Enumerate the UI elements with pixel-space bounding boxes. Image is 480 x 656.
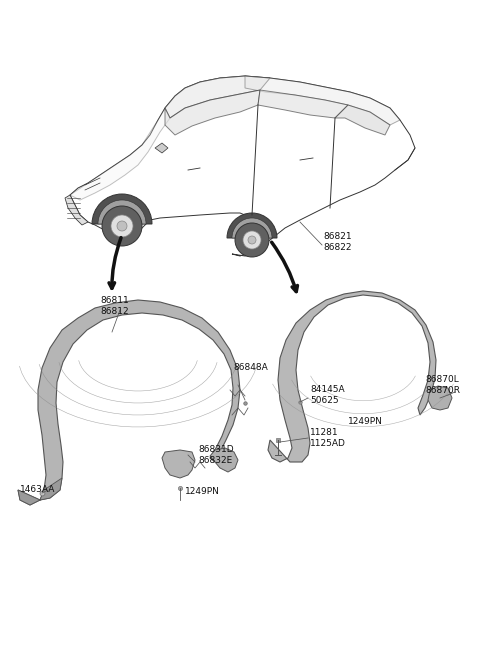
Polygon shape xyxy=(162,450,195,478)
Circle shape xyxy=(248,236,256,244)
Text: 11281
1125AD: 11281 1125AD xyxy=(310,428,346,447)
Polygon shape xyxy=(428,386,452,410)
Text: 1249PN: 1249PN xyxy=(348,417,383,426)
Polygon shape xyxy=(65,195,88,225)
Wedge shape xyxy=(227,213,277,238)
Polygon shape xyxy=(70,76,270,200)
Polygon shape xyxy=(268,291,436,462)
Wedge shape xyxy=(92,194,152,224)
Text: 84145A
50625: 84145A 50625 xyxy=(310,385,345,405)
Circle shape xyxy=(111,215,133,237)
Text: 86848A: 86848A xyxy=(233,363,268,373)
Polygon shape xyxy=(210,448,238,472)
Wedge shape xyxy=(98,200,146,224)
Circle shape xyxy=(235,223,269,257)
Text: 86870L
86870R: 86870L 86870R xyxy=(425,375,460,395)
Polygon shape xyxy=(335,105,390,135)
Text: 86811
86812: 86811 86812 xyxy=(100,297,129,316)
Text: 86821
86822: 86821 86822 xyxy=(323,232,352,252)
Circle shape xyxy=(243,231,261,249)
Polygon shape xyxy=(258,90,348,118)
Polygon shape xyxy=(18,300,240,505)
Polygon shape xyxy=(18,478,62,505)
Polygon shape xyxy=(245,76,400,125)
Circle shape xyxy=(117,221,127,231)
Polygon shape xyxy=(165,90,260,135)
Polygon shape xyxy=(165,76,270,118)
Text: 1249PN: 1249PN xyxy=(185,487,220,497)
Text: 1463AA: 1463AA xyxy=(20,485,55,495)
Circle shape xyxy=(102,206,142,246)
Text: 86831D
86832E: 86831D 86832E xyxy=(198,445,234,464)
Polygon shape xyxy=(155,143,168,153)
Wedge shape xyxy=(232,218,272,238)
